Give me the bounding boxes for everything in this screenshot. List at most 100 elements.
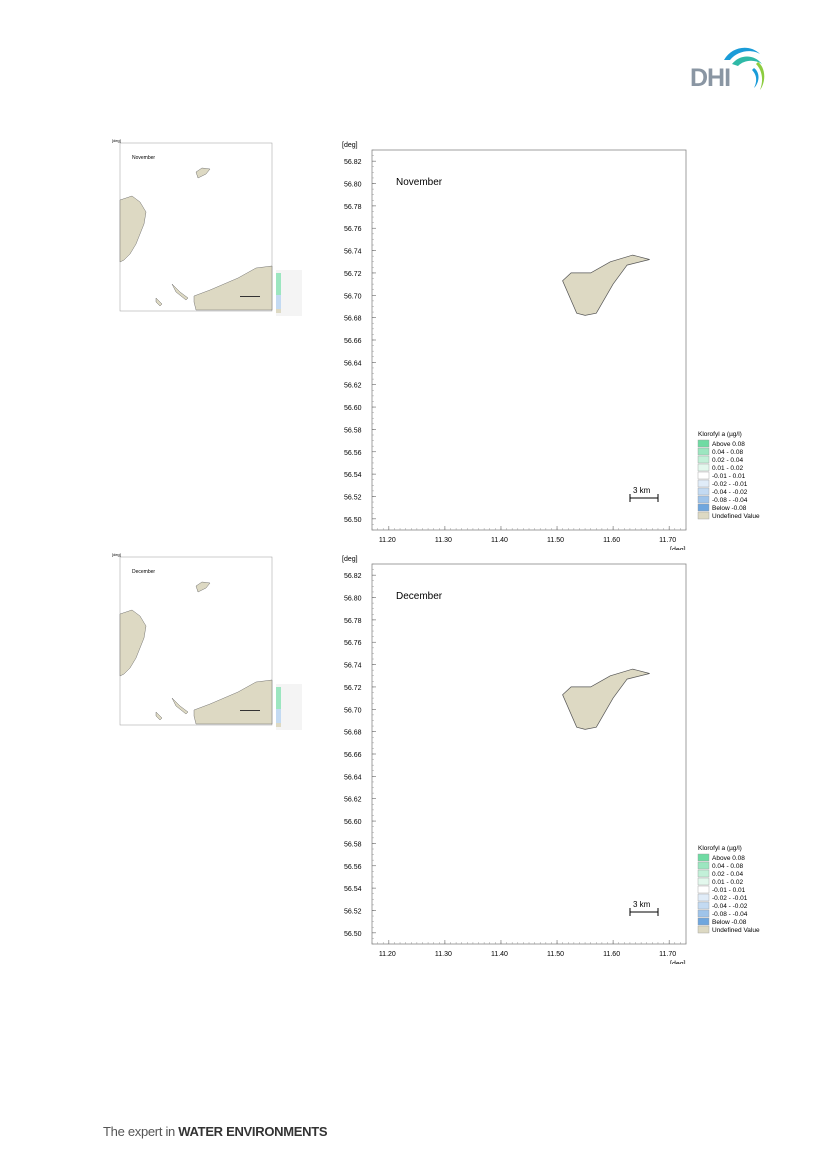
y-tick-label: 56.66 xyxy=(344,338,362,345)
legend-label: 0.02 - 0.04 xyxy=(712,457,743,464)
legend-swatch xyxy=(697,925,710,934)
tagline-bold: WATER ENVIRONMENTS xyxy=(178,1124,328,1139)
legend-swatch xyxy=(697,877,710,886)
y-tick-label: 56.76 xyxy=(344,226,362,233)
wave-icon xyxy=(724,47,765,90)
legend-title: Klorofyl a (µg/l) xyxy=(698,431,742,438)
y-tick-label: 56.52 xyxy=(344,908,362,915)
y-tick-label: 56.62 xyxy=(344,797,362,804)
y-tick-label: 56.70 xyxy=(344,707,362,714)
legend-swatch xyxy=(697,495,710,504)
y-tick-label: 56.80 xyxy=(344,596,362,603)
y-tick-label: 56.70 xyxy=(344,293,362,300)
map-month-label: December xyxy=(396,591,443,602)
legend-label: Undefined Value xyxy=(712,927,760,934)
tagline-prefix: The expert in xyxy=(103,1124,179,1139)
x-tick-label: 11.40 xyxy=(491,537,508,544)
y-tick-label: 56.66 xyxy=(344,752,362,759)
legend-swatch xyxy=(697,893,710,902)
y-tick-label: 56.72 xyxy=(344,271,362,278)
legend-label: 0.04 - 0.08 xyxy=(712,863,743,870)
legend-swatch xyxy=(697,853,710,862)
x-tick-label: 11.60 xyxy=(603,537,620,544)
main-map-december: [deg] 56.82 56.80 56.78 56.76 56.74 56.72 56.70… xyxy=(340,552,780,964)
legend-label: -0.02 - -0.01 xyxy=(712,895,748,902)
legend-swatch xyxy=(697,901,710,910)
legend-label: 0.01 - 0.02 xyxy=(712,465,743,472)
y-tick-label: 56.58 xyxy=(344,841,362,848)
legend-swatch xyxy=(697,511,710,520)
land-area xyxy=(562,254,650,316)
legend-label: -0.02 - -0.01 xyxy=(712,481,748,488)
legend-label: 0.04 - 0.08 xyxy=(712,449,743,456)
y-axis-unit: [deg] xyxy=(342,556,358,563)
legend-label: Undefined Value xyxy=(712,513,760,520)
y-tick-label: 56.54 xyxy=(344,472,362,479)
y-tick-label: 56.62 xyxy=(344,383,362,390)
x-tick-label: 11.70 xyxy=(659,951,676,958)
y-tick-label: 56.58 xyxy=(344,427,362,434)
legend-swatch xyxy=(697,909,710,918)
y-tick-label: 56.80 xyxy=(344,182,362,189)
x-tick-label: 11.40 xyxy=(491,951,508,958)
logo-text: DHI xyxy=(690,64,731,92)
map-frame xyxy=(371,149,687,531)
scale-bar-label: 3 km xyxy=(633,900,651,909)
legend-swatch xyxy=(697,471,710,480)
legend-swatch xyxy=(697,447,710,456)
footer-tagline: The expert in WATER ENVIRONMENTS xyxy=(103,1124,328,1139)
y-tick-label: 56.82 xyxy=(344,573,362,580)
y-tick-label: 56.78 xyxy=(344,204,362,211)
scale-bar-label: 3 km xyxy=(633,486,651,495)
x-axis-unit: [deg] xyxy=(670,547,686,550)
legend-swatch xyxy=(697,861,710,870)
legend-label: Above 0.08 xyxy=(712,441,745,448)
x-tick-label: 11.20 xyxy=(379,951,396,958)
legend-label: -0.01 - 0.01 xyxy=(712,887,746,894)
legend-label: 0.02 - 0.04 xyxy=(712,871,743,878)
legend-swatch xyxy=(697,869,710,878)
y-tick-label: 56.68 xyxy=(344,730,362,737)
legend-swatch xyxy=(697,917,710,926)
legend-label: -0.01 - 0.01 xyxy=(712,473,746,480)
legend-label: -0.08 - -0.04 xyxy=(712,497,748,504)
y-tick-label: 56.56 xyxy=(344,450,362,457)
y-tick-label: 56.50 xyxy=(344,517,362,524)
y-tick-label: 56.74 xyxy=(344,663,362,670)
overview-month-label: November xyxy=(132,155,155,161)
legend-label: -0.08 - -0.04 xyxy=(712,911,748,918)
legend-swatch xyxy=(697,455,710,464)
legend-label: -0.04 - -0.02 xyxy=(712,903,748,910)
legend-swatch xyxy=(697,463,710,472)
x-tick-label: 11.30 xyxy=(435,537,452,544)
y-tick-label: 56.52 xyxy=(344,494,362,501)
legend-swatch xyxy=(697,479,710,488)
y-tick-label: 56.60 xyxy=(344,819,362,826)
legend-title: Klorofyl a (µg/l) xyxy=(698,845,742,852)
y-tick-label: 56.78 xyxy=(344,618,362,625)
svg-text:[deg]: [deg] xyxy=(112,552,121,557)
land-area xyxy=(562,668,650,730)
legend-label: Below -0.08 xyxy=(712,505,747,512)
legend-swatch xyxy=(697,487,710,496)
legend-swatch xyxy=(697,503,710,512)
y-tick-label: 56.60 xyxy=(344,405,362,412)
legend-label: Below -0.08 xyxy=(712,919,747,926)
overview-map-november: [deg] November xyxy=(110,138,310,320)
y-tick-label: 56.54 xyxy=(344,886,362,893)
overview-month-label: December xyxy=(132,569,155,575)
x-tick-label: 11.70 xyxy=(659,537,676,544)
x-tick-label: 11.50 xyxy=(547,537,564,544)
legend-swatch xyxy=(697,439,710,448)
dhi-logo: DHI xyxy=(688,44,768,94)
x-tick-label: 11.30 xyxy=(435,951,452,958)
legend-label: Above 0.08 xyxy=(712,855,745,862)
main-map-november: [deg] 56.82 56.80 56.78 56.76 56.74 56.72 56.70… xyxy=(340,138,780,550)
y-tick-label: 56.56 xyxy=(344,864,362,871)
y-axis-unit: [deg] xyxy=(342,142,358,149)
x-axis-unit: [deg] xyxy=(670,961,686,964)
y-tick-label: 56.74 xyxy=(344,249,362,256)
y-tick-label: 56.64 xyxy=(344,774,362,781)
legend-swatch xyxy=(697,885,710,894)
x-tick-label: 11.60 xyxy=(603,951,620,958)
